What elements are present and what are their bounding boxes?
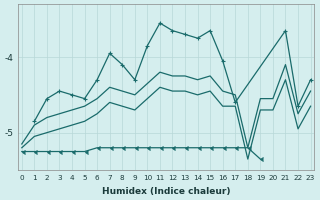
X-axis label: Humidex (Indice chaleur): Humidex (Indice chaleur) [102,187,230,196]
